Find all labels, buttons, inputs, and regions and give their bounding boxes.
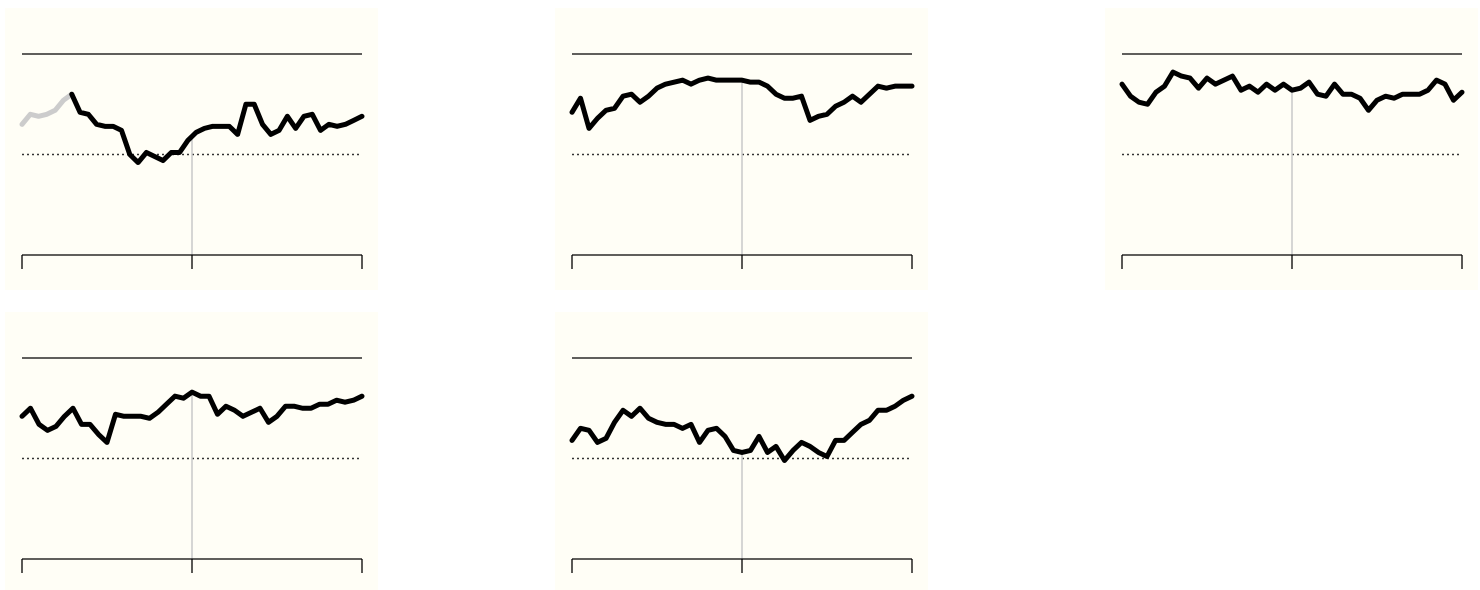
series-line bbox=[69, 91, 365, 166]
chart-panel-2 bbox=[555, 8, 928, 290]
chart-panel-3 bbox=[1105, 8, 1478, 290]
chart-panel-4 bbox=[5, 312, 378, 590]
series-line bbox=[569, 75, 915, 131]
series-line-muted bbox=[19, 91, 75, 127]
series-line bbox=[19, 389, 365, 445]
chart-panel-5 bbox=[555, 312, 928, 590]
chart-panel-1 bbox=[5, 8, 378, 290]
series-line bbox=[1119, 69, 1465, 113]
series-line bbox=[569, 393, 915, 464]
